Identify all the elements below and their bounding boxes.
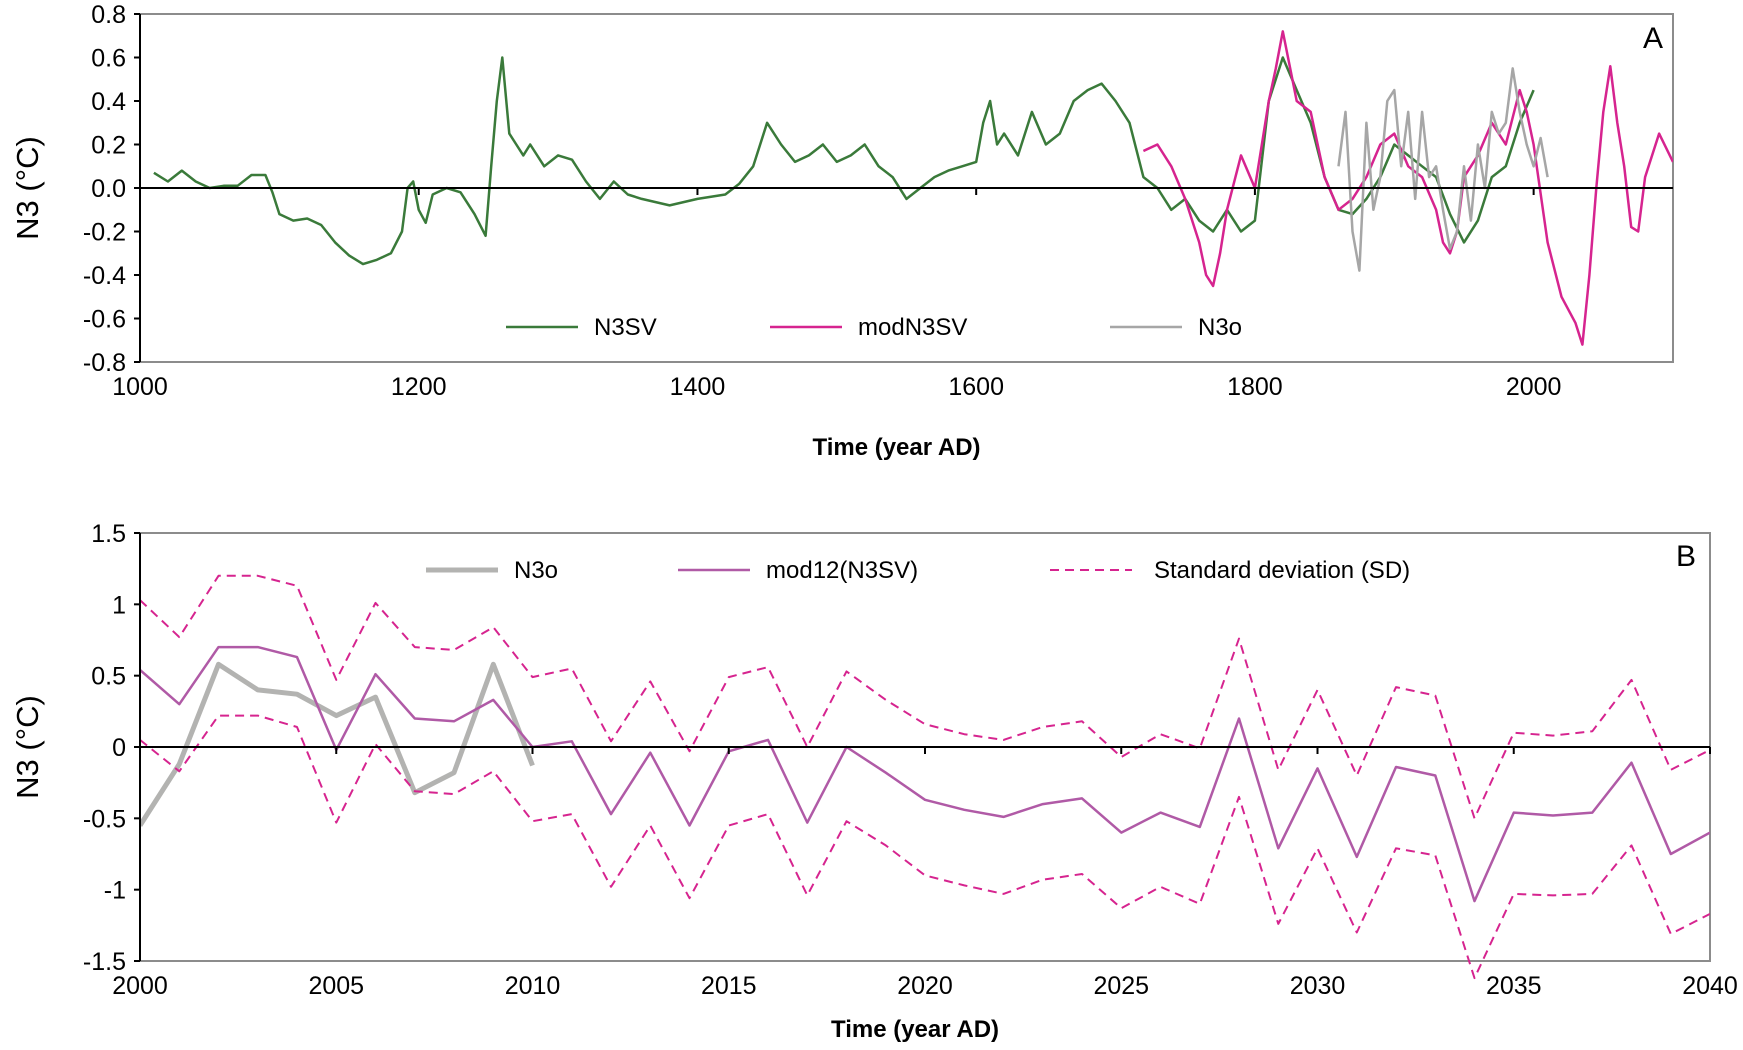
panel-b-x-axis-title: Time (year AD) — [831, 1016, 999, 1043]
panel-b-legend: N3o mod12(N3SV) Standard deviation (SD) — [426, 557, 1410, 584]
panel-b-y-axis-title: N3 (°C) — [10, 695, 45, 799]
x-tick-label: 2000 — [112, 972, 168, 1000]
y-tick-label: 0.2 — [91, 132, 126, 160]
x-tick-label: 2005 — [308, 972, 364, 1000]
x-tick-label: 1600 — [948, 373, 1004, 401]
x-tick-label: 2000 — [1506, 373, 1562, 401]
panel-b-tick-labels: -1.5 -1 -0.5 0 0.5 1 1.5 2000 2005 2010 2015 2020 20… — [83, 520, 1738, 1000]
y-tick-label: 1.5 — [91, 520, 126, 548]
panel-a-axes — [134, 13, 1673, 363]
y-tick-label: -0.4 — [83, 262, 126, 290]
y-tick-label: 0.4 — [91, 88, 126, 116]
panel-b-label: B — [1676, 540, 1696, 573]
y-tick-label: 0.8 — [91, 1, 126, 29]
panel-b-axes — [134, 532, 1711, 962]
panel-b-series — [140, 574, 1710, 980]
panel-a-label: A — [1643, 22, 1663, 55]
panel-a-tick-labels: -0.8 -0.6 -0.4 -0.2 0.0 0.2 0.4 0.6 0.8 1000 1200 1… — [83, 1, 1562, 401]
series-line-n3o — [140, 661, 535, 827]
x-tick-label: 1000 — [112, 373, 168, 401]
y-tick-label: -0.6 — [83, 306, 126, 334]
legend-label: N3o — [1198, 314, 1242, 341]
x-tick-label: 2015 — [701, 972, 757, 1000]
series-line-standard-deviation-sd-lower — [140, 714, 1710, 980]
panel-a: -0.8 -0.6 -0.4 -0.2 0.0 0.2 0.4 0.6 0.8 1000 1200 1… — [10, 1, 1674, 461]
legend-label: N3SV — [594, 314, 657, 341]
x-tick-label: 2035 — [1486, 972, 1542, 1000]
y-tick-label: 0.0 — [91, 175, 126, 203]
panel-a-legend: N3SV modN3SV N3o — [506, 314, 1242, 341]
y-tick-label: 0 — [112, 734, 126, 762]
legend-label: mod12(N3SV) — [766, 557, 918, 584]
x-tick-label: 2020 — [897, 972, 953, 1000]
panel-b: -1.5 -1 -0.5 0 0.5 1 1.5 2000 2005 2010 2015 2020 20… — [10, 520, 1738, 1043]
legend-label: modN3SV — [858, 314, 967, 341]
y-tick-label: -0.8 — [83, 349, 126, 377]
x-tick-label: 2010 — [505, 972, 561, 1000]
y-tick-label: -1.5 — [83, 948, 126, 976]
x-tick-label: 1400 — [670, 373, 726, 401]
panel-a-series — [153, 30, 1673, 346]
x-tick-label: 2025 — [1093, 972, 1149, 1000]
series-line-n3o — [1337, 67, 1549, 272]
x-tick-label: 1800 — [1227, 373, 1283, 401]
x-tick-label: 1200 — [391, 373, 447, 401]
legend-label: N3o — [514, 557, 558, 584]
series-line-modn3sv — [1142, 30, 1673, 346]
y-tick-label: 1 — [112, 591, 126, 619]
y-tick-label: 0.5 — [91, 663, 126, 691]
y-tick-label: 0.6 — [91, 45, 126, 73]
panel-a-x-axis-title: Time (year AD) — [812, 434, 980, 461]
y-tick-label: -0.5 — [83, 805, 126, 833]
y-tick-label: -1 — [104, 877, 126, 905]
x-tick-label: 2030 — [1290, 972, 1346, 1000]
legend-label: Standard deviation (SD) — [1154, 557, 1410, 584]
series-line-mod12-n3sv — [140, 645, 1710, 903]
series-line-n3sv — [153, 56, 1535, 266]
panel-a-y-axis-title: N3 (°C) — [10, 136, 45, 240]
y-tick-label: -0.2 — [83, 219, 126, 247]
x-tick-label: 2040 — [1682, 972, 1738, 1000]
